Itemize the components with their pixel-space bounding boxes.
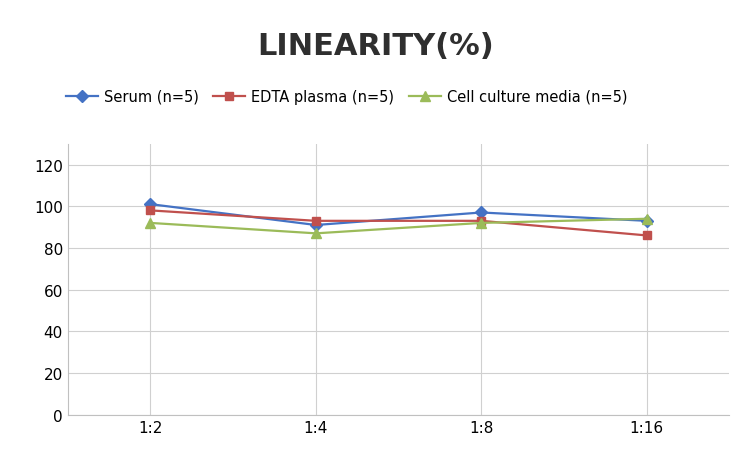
Serum (n=5) [642,219,651,224]
Cell culture media (n=5) [477,221,486,226]
EDTA plasma (n=5) [311,219,320,224]
Cell culture media (n=5) [311,231,320,236]
Serum (n=5) [146,202,155,207]
Serum (n=5) [477,210,486,216]
Serum (n=5) [311,223,320,228]
Line: Cell culture media (n=5): Cell culture media (n=5) [146,214,651,239]
Text: LINEARITY(%): LINEARITY(%) [258,32,494,60]
Cell culture media (n=5) [642,216,651,222]
EDTA plasma (n=5) [642,233,651,239]
EDTA plasma (n=5) [146,208,155,214]
Line: EDTA plasma (n=5): EDTA plasma (n=5) [146,207,651,240]
Legend: Serum (n=5), EDTA plasma (n=5), Cell culture media (n=5): Serum (n=5), EDTA plasma (n=5), Cell cul… [60,84,633,110]
Line: Serum (n=5): Serum (n=5) [146,201,651,230]
Cell culture media (n=5) [146,221,155,226]
EDTA plasma (n=5) [477,219,486,224]
